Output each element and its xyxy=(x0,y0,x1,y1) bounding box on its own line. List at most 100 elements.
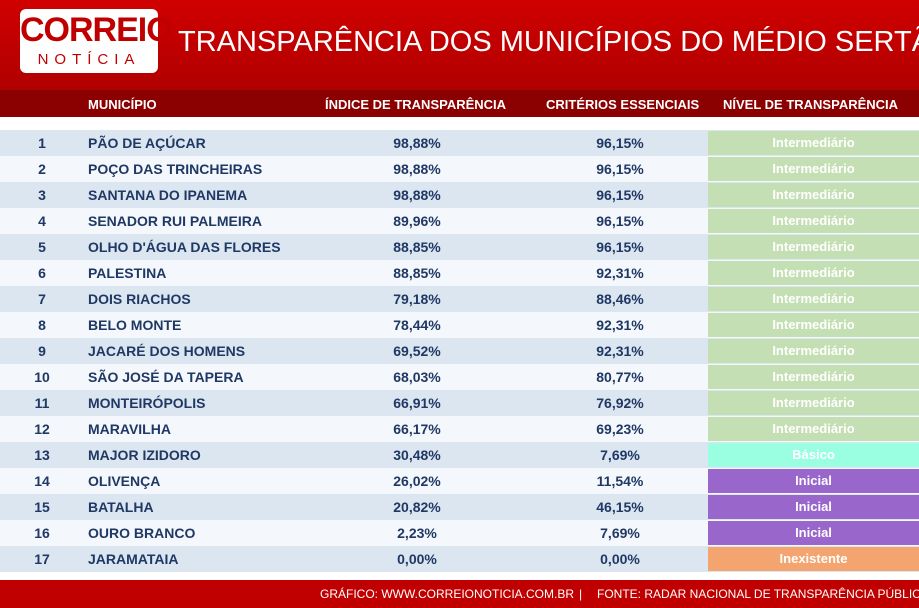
level: Básico xyxy=(708,443,919,467)
column-header: ÍNDICE DE TRANSPARÊNCIA xyxy=(325,97,507,112)
rank: 14 xyxy=(34,473,50,489)
rank: 2 xyxy=(38,161,46,177)
municipality: DOIS RIACHOS xyxy=(88,291,191,307)
table-row: 6 PALESTINA 88,85% 92,31% Intermediário xyxy=(0,260,919,286)
municipality: JARAMATAIA xyxy=(88,551,179,567)
municipality: JACARÉ DOS HOMENS xyxy=(88,343,246,359)
index: 98,88% xyxy=(393,135,441,151)
criteria: 11,54% xyxy=(596,473,644,489)
criteria: 96,15% xyxy=(596,213,644,229)
table-row: 5 OLHO D'ÁGUA DAS FLORES 88,85% 96,15% Inter… xyxy=(0,234,919,260)
level: Intermediário xyxy=(708,235,919,259)
logo-top: CORREIO xyxy=(20,11,173,49)
rank: 15 xyxy=(34,499,50,515)
municipality: SANTANA DO IPANEMA xyxy=(88,187,248,203)
criteria: 96,15% xyxy=(596,239,644,255)
index: 88,85% xyxy=(393,265,441,281)
level: Inicial xyxy=(708,521,919,545)
municipality: MARAVILHA xyxy=(88,421,171,437)
level: Intermediário xyxy=(708,157,919,181)
table-row: 13 MAJOR IZIDORO 30,48% 7,69% Básico xyxy=(0,442,919,468)
table-row: 1 PÃO DE AÇÚCAR 98,88% 96,15% Intermediário xyxy=(0,130,919,156)
index: 2,23% xyxy=(397,525,437,541)
table-row: 10 SÃO JOSÉ DA TAPERA 68,03% 80,77% Intermed… xyxy=(0,364,919,390)
index: 26,02% xyxy=(393,473,441,489)
criteria: 46,15% xyxy=(596,499,644,515)
index: 68,03% xyxy=(393,369,441,385)
index: 66,17% xyxy=(393,421,441,437)
table-row: 17 JARAMATAIA 0,00% 0,00% Inexistente xyxy=(0,546,919,572)
level: Inexistente xyxy=(708,547,919,571)
criteria: 80,77% xyxy=(596,369,644,385)
criteria: 96,15% xyxy=(596,161,644,177)
rank: 17 xyxy=(34,551,50,567)
municipality: SENADOR RUI PALMEIRA xyxy=(88,213,262,229)
rank: 4 xyxy=(38,213,46,229)
level: Intermediário xyxy=(708,339,919,363)
level: Intermediário xyxy=(708,391,919,415)
separator: | xyxy=(579,587,583,601)
level: Intermediário xyxy=(708,287,919,311)
table-row: 7 DOIS RIACHOS 79,18% 88,46% Intermediário xyxy=(0,286,919,312)
criteria: 7,69% xyxy=(600,447,640,463)
table-row: 2 POÇO DAS TRINCHEIRAS 98,88% 96,15% Interme… xyxy=(0,156,919,182)
logo: CORREIO NOTÍCIA xyxy=(20,9,173,73)
municipality: BATALHA xyxy=(88,499,154,515)
index: 79,18% xyxy=(393,291,441,307)
criteria: 76,92% xyxy=(596,395,644,411)
rank: 7 xyxy=(38,291,46,307)
index: 88,85% xyxy=(393,239,441,255)
table-row: 11 MONTEIRÓPOLIS 66,91% 76,92% Intermediário xyxy=(0,390,919,416)
municipality: OLIVENÇA xyxy=(88,473,161,489)
column-header: MUNICÍPIO xyxy=(88,97,157,112)
municipality: POÇO DAS TRINCHEIRAS xyxy=(88,161,263,177)
rank: 11 xyxy=(34,395,50,411)
index: 30,48% xyxy=(393,447,441,463)
criteria: 7,69% xyxy=(600,525,640,541)
source: FONTE: RADAR NACIONAL DE TRANSPARÊNCIA P… xyxy=(597,587,919,601)
table-row: 4 SENADOR RUI PALMEIRA 89,96% 96,15% Interme… xyxy=(0,208,919,234)
header-band: CORREIO NOTÍCIA TRANSPARÊNCIA DOS MUNICÍ… xyxy=(0,0,919,90)
municipality: OURO BRANCO xyxy=(88,525,196,541)
rank: 1 xyxy=(38,135,46,151)
credit: GRÁFICO: WWW.CORREIONOTICIA.COM.BR xyxy=(320,587,574,601)
table-row: 15 BATALHA 20,82% 46,15% Inicial xyxy=(0,494,919,520)
rank: 5 xyxy=(38,239,46,255)
index: 98,88% xyxy=(393,161,441,177)
table-row: 8 BELO MONTE 78,44% 92,31% Intermediário xyxy=(0,312,919,338)
index: 20,82% xyxy=(393,499,441,515)
rank: 6 xyxy=(38,265,46,281)
index: 0,00% xyxy=(397,551,437,567)
level: Intermediário xyxy=(708,183,919,207)
level: Intermediário xyxy=(708,313,919,337)
footer: GRÁFICO: WWW.CORREIONOTICIA.COM.BR | FON… xyxy=(0,580,919,608)
criteria: 0,00% xyxy=(600,551,640,567)
column-header: CRITÉRIOS ESSENCIAIS xyxy=(546,97,700,112)
municipality: PÃO DE AÇÚCAR xyxy=(88,135,206,151)
level: Inicial xyxy=(708,495,919,519)
rank: 10 xyxy=(34,369,50,385)
level: Intermediário xyxy=(708,365,919,389)
index: 98,88% xyxy=(393,187,441,203)
rank: 9 xyxy=(38,343,46,359)
table-row: 16 OURO BRANCO 2,23% 7,69% Inicial xyxy=(0,520,919,546)
table-row: 9 JACARÉ DOS HOMENS 69,52% 92,31% Intermediá… xyxy=(0,338,919,364)
index: 66,91% xyxy=(393,395,441,411)
table-header: MUNICÍPIO ÍNDICE DE TRANSPARÊNCIA CRITÉR… xyxy=(0,90,919,117)
level: Intermediário xyxy=(708,131,919,155)
logo-bottom: NOTÍCIA xyxy=(37,51,141,68)
municipality: SÃO JOSÉ DA TAPERA xyxy=(88,369,244,385)
municipality: PALESTINA xyxy=(88,265,167,281)
municipality: OLHO D'ÁGUA DAS FLORES xyxy=(88,239,281,255)
rank: 3 xyxy=(38,187,46,203)
index: 78,44% xyxy=(393,317,441,333)
table-row: 12 MARAVILHA 66,17% 69,23% Intermediário xyxy=(0,416,919,442)
level: Intermediário xyxy=(708,209,919,233)
level: Inicial xyxy=(708,469,919,493)
rank: 16 xyxy=(34,525,50,541)
municipality: MONTEIRÓPOLIS xyxy=(88,395,206,411)
level: Intermediário xyxy=(708,261,919,285)
criteria: 69,23% xyxy=(596,421,644,437)
criteria: 88,46% xyxy=(596,291,644,307)
